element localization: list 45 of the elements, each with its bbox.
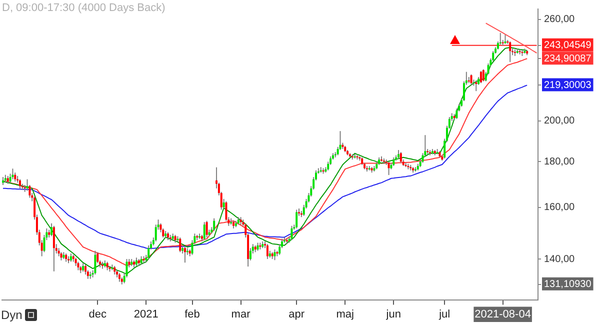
- candlestick: [480, 70, 482, 84]
- candlestick: [274, 248, 276, 261]
- x-tick-label: 2021: [134, 308, 158, 320]
- candlestick: [18, 178, 21, 189]
- candlestick: [456, 108, 458, 120]
- candlestick: [162, 228, 164, 238]
- y-tick-label: 219,30003: [544, 80, 592, 91]
- x-tick-label: feb: [184, 308, 200, 320]
- x-tick-label: dec: [88, 308, 107, 320]
- candlestick: [388, 161, 390, 176]
- y-tick-label: 160,00: [544, 202, 576, 214]
- y-tick-label: 243,04549: [544, 40, 592, 52]
- candlestick: [499, 32, 502, 46]
- y-tick-label: 260,00: [544, 14, 576, 26]
- candlestick: [52, 225, 55, 272]
- y-tick-label: 234,90087: [544, 53, 592, 64]
- x-tick-label: apr: [288, 308, 305, 320]
- chart-title: D, 09:00-17:30 (4000 Days Back): [2, 2, 166, 14]
- candlestick: [290, 225, 293, 241]
- candlestick: [94, 250, 96, 276]
- candlestick: [470, 74, 472, 86]
- candlestick: [179, 236, 182, 253]
- candlestick: [482, 68, 484, 82]
- text: Dyn: [1, 308, 22, 322]
- y-tick-label: 140,00: [544, 254, 576, 265]
- y-tick-label: 200,00: [544, 116, 576, 127]
- candlestick: [400, 152, 402, 164]
- y-tick-label: 180,00: [544, 156, 576, 168]
- candlestick: [84, 264, 86, 276]
- candlestick: [509, 41, 512, 63]
- candlestick: [213, 218, 216, 232]
- x-tick-label: 2021-08-04: [474, 308, 531, 320]
- x-tick-label: mar: [231, 308, 251, 320]
- candlestick: [504, 34, 506, 44]
- candlestick: [475, 80, 478, 92]
- candlestick: [184, 246, 186, 264]
- x-tick-label: jun: [385, 308, 401, 320]
- candlestick: [296, 209, 298, 229]
- x-tick-label: maj: [336, 308, 354, 320]
- candlestick: [206, 220, 208, 238]
- candlestick: [203, 222, 206, 241]
- x-tick-label: jul: [438, 308, 450, 320]
- y-tick-label: 131,10930: [544, 279, 592, 290]
- candlestick: [266, 244, 268, 260]
- candlestick: [148, 244, 150, 260]
